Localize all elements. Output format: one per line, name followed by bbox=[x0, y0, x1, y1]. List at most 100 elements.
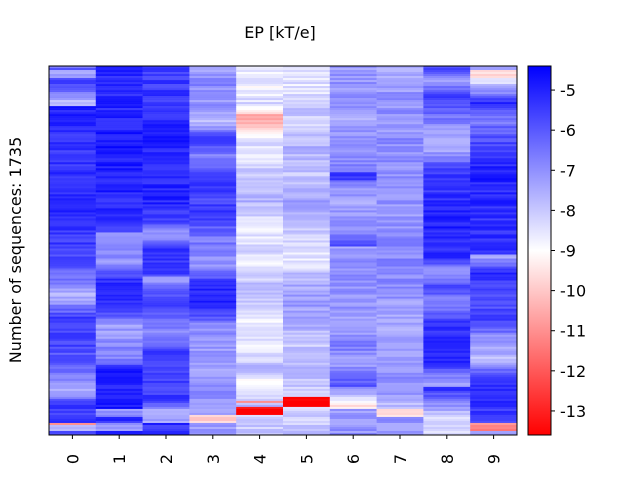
heatmap-cell bbox=[189, 150, 237, 153]
heatmap-cell bbox=[329, 330, 377, 334]
heatmap-cell bbox=[470, 214, 518, 217]
heatmap-cell bbox=[423, 246, 471, 249]
heatmap-cell bbox=[95, 282, 143, 285]
heatmap-cell bbox=[49, 354, 97, 358]
heatmap-cell bbox=[329, 132, 377, 135]
heatmap-cell bbox=[470, 106, 518, 109]
heatmap-cell bbox=[283, 172, 331, 175]
heatmap-cell bbox=[49, 128, 97, 131]
heatmap-cell bbox=[142, 222, 190, 225]
heatmap-cell bbox=[142, 268, 190, 271]
heatmap-cell bbox=[49, 118, 97, 121]
heatmap-cell bbox=[189, 320, 237, 323]
heatmap-cell bbox=[95, 318, 143, 321]
heatmap-cell bbox=[423, 402, 471, 406]
heatmap-cell bbox=[376, 102, 424, 105]
heatmap-cell bbox=[329, 328, 377, 332]
heatmap-cell bbox=[423, 168, 471, 171]
heatmap-cell bbox=[49, 196, 97, 199]
heatmap-cell bbox=[283, 302, 331, 305]
heatmap-cell bbox=[95, 420, 143, 424]
heatmap-cell bbox=[470, 76, 518, 79]
x-tick-label-8: 8 bbox=[438, 454, 457, 464]
heatmap-cell bbox=[283, 110, 331, 113]
heatmap-cell bbox=[189, 282, 237, 285]
heatmap-cell bbox=[49, 320, 97, 323]
heatmap-cell bbox=[189, 262, 237, 265]
heatmap-cell bbox=[95, 202, 143, 205]
heatmap-cell bbox=[95, 426, 143, 430]
heatmap-cell bbox=[376, 338, 424, 342]
heatmap-cell bbox=[95, 422, 143, 426]
heatmap-cell bbox=[236, 288, 284, 291]
heatmap-cell bbox=[423, 190, 471, 193]
heatmap-cell bbox=[423, 212, 471, 215]
heatmap-cell bbox=[236, 112, 284, 115]
heatmap-cell bbox=[376, 332, 424, 336]
heatmap-cell bbox=[283, 234, 331, 237]
heatmap-cell bbox=[470, 210, 518, 213]
heatmap-cell bbox=[49, 80, 97, 83]
heatmap-cell bbox=[376, 184, 424, 187]
heatmap-cell bbox=[470, 84, 518, 87]
heatmap-cell bbox=[189, 392, 237, 396]
heatmap-cell bbox=[49, 212, 97, 215]
heatmap-cell bbox=[423, 228, 471, 231]
heatmap-cell bbox=[189, 192, 237, 195]
heatmap-cell bbox=[283, 176, 331, 179]
heatmap-cell bbox=[470, 158, 518, 161]
heatmap-cell bbox=[236, 228, 284, 231]
heatmap-cell bbox=[236, 76, 284, 79]
heatmap-cell bbox=[423, 290, 471, 293]
heatmap-cell bbox=[423, 336, 471, 340]
heatmap-cell bbox=[49, 360, 97, 364]
heatmap-cell bbox=[142, 104, 190, 107]
heatmap-cell bbox=[95, 132, 143, 135]
heatmap-cell bbox=[376, 170, 424, 173]
heatmap-cell bbox=[376, 174, 424, 177]
heatmap-cell bbox=[329, 416, 377, 420]
heatmap-cell bbox=[142, 328, 190, 332]
heatmap-cell bbox=[236, 258, 284, 261]
heatmap-cell bbox=[376, 344, 424, 348]
heatmap-cell bbox=[142, 418, 190, 422]
heatmap-cell bbox=[470, 394, 518, 398]
heatmap-cell bbox=[236, 238, 284, 241]
heatmap-cell bbox=[423, 164, 471, 167]
heatmap-cell bbox=[376, 418, 424, 422]
heatmap-cell bbox=[189, 420, 237, 424]
heatmap-cell bbox=[236, 120, 284, 123]
heatmap-cell bbox=[283, 418, 331, 422]
heatmap-cell bbox=[470, 154, 518, 157]
heatmap-cell bbox=[376, 298, 424, 301]
heatmap-cell bbox=[142, 356, 190, 360]
heatmap-cell bbox=[329, 66, 377, 69]
heatmap-cell bbox=[470, 242, 518, 245]
heatmap-cell bbox=[470, 312, 518, 315]
heatmap-cell bbox=[423, 288, 471, 291]
heatmap-cell bbox=[423, 154, 471, 157]
heatmap-cell bbox=[95, 84, 143, 87]
heatmap-cell bbox=[236, 364, 284, 368]
heatmap-cell bbox=[423, 268, 471, 271]
heatmap-cell bbox=[189, 118, 237, 121]
heatmap-cell bbox=[236, 72, 284, 75]
heatmap-cell bbox=[470, 134, 518, 137]
heatmap-cell bbox=[142, 102, 190, 105]
heatmap-cell bbox=[283, 220, 331, 223]
heatmap-cell bbox=[376, 84, 424, 87]
heatmap-cell bbox=[423, 234, 471, 237]
heatmap-cell bbox=[189, 284, 237, 287]
heatmap-cell bbox=[236, 250, 284, 253]
heatmap-cell bbox=[376, 204, 424, 207]
heatmap-cell bbox=[329, 418, 377, 422]
heatmap-cell bbox=[95, 428, 143, 432]
heatmap-cell bbox=[189, 246, 237, 249]
heatmap-cell bbox=[49, 230, 97, 233]
heatmap-cell bbox=[95, 372, 143, 376]
heatmap-cell bbox=[236, 188, 284, 191]
heatmap-cell bbox=[423, 78, 471, 81]
heatmap-cell bbox=[189, 414, 237, 418]
heatmap-cell bbox=[189, 90, 237, 93]
colorbar-tick-label: -8 bbox=[560, 201, 576, 220]
